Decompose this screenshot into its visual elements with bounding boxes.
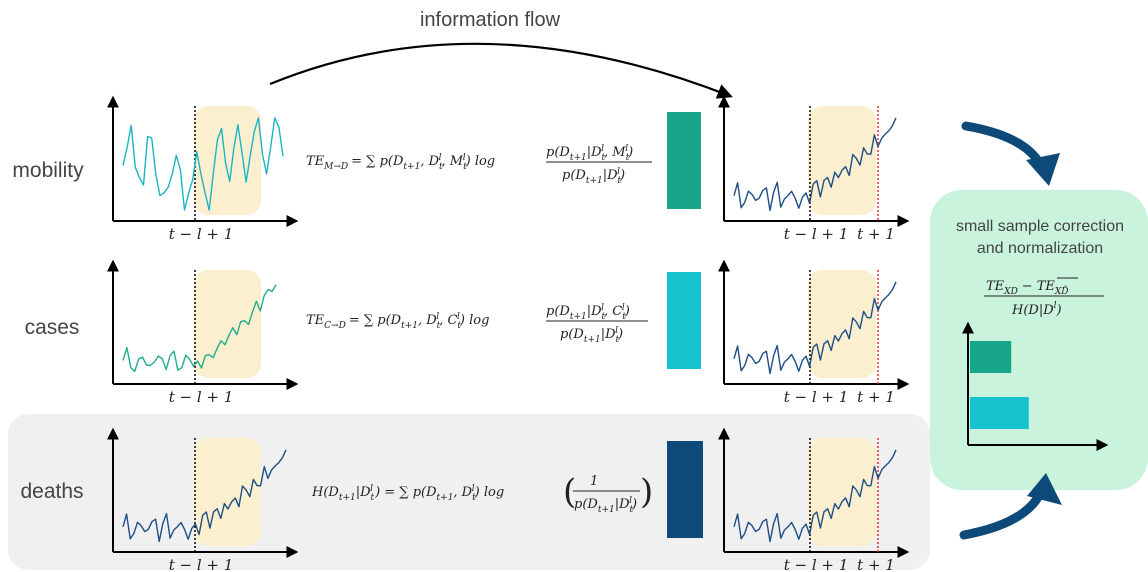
mobility-source-plot: t − l + 1 — [107, 95, 299, 243]
deaths-source-plot: t − l + 1 — [107, 427, 299, 572]
formula-entropy-deaths: H(Dt+1|Dtl) = ∑ p(Dt+1, Dtl) log ( 1 p(D… — [311, 472, 653, 515]
lag-window-highlight — [194, 438, 261, 546]
svg-text:p(Dt+1|Dtl): p(Dt+1|Dtl) — [562, 167, 625, 186]
arrow-down-to-correction — [961, 121, 1045, 169]
te-bar-cases — [667, 272, 701, 369]
normalized-bar-chart — [962, 321, 1109, 451]
svg-text:TEM→D= ∑ p(Dt+1, Dtl, Mtl) log: TEM→D = ∑ p(Dt+1, Dtl, Mtl) log — [306, 153, 495, 172]
deaths-target-plot-row1: t − l + 1 t + 1 — [718, 95, 910, 243]
tick-label-next: t + 1 — [857, 225, 895, 243]
svg-text:p(Dt+1|Dtl, Mtl): p(Dt+1|Dtl, Mtl) — [546, 144, 633, 163]
te-bar-mobility — [667, 112, 701, 209]
lag-window-highlight — [808, 106, 876, 215]
formula-te-cases: TEC→D = ∑ p(Dt+1, Dtl, Ctl) log p(Dt+1|Dt… — [306, 303, 648, 345]
correction-title-line1: small sample correction — [956, 218, 1124, 235]
normalization-formula: TEXD − TEXD̂ H(D|Dl) — [984, 277, 1104, 318]
svg-text:H(Dt+1|Dtl) = ∑ p(Dt+1, Dtl) l: H(Dt+1|Dtl) = ∑ p(Dt+1, Dtl) log — [311, 484, 504, 503]
arrow-up-head — [1027, 473, 1062, 505]
row-label-cases: cases — [25, 316, 80, 339]
tick-label-lag: t − l + 1 — [169, 388, 234, 406]
tick-label-next: t + 1 — [857, 556, 895, 572]
time-series-line — [122, 117, 284, 211]
svg-text:p(Dt+1|Dtl): p(Dt+1|Dtl) — [574, 496, 637, 515]
cases-source-plot: t − l + 1 — [107, 259, 299, 406]
information-flow-arrow — [269, 42, 733, 99]
lag-window-highlight — [808, 270, 876, 378]
svg-text:): ) — [640, 472, 653, 512]
svg-text:H(D|Dl): H(D|Dl) — [1011, 301, 1062, 318]
normalized-bar-cases — [970, 397, 1029, 429]
svg-text:TEC→D= ∑ p(Dt+1, Dtl, Ctl) log: TEC→D = ∑ p(Dt+1, Dtl, Ctl) log — [306, 312, 489, 331]
row-label-deaths: deaths — [20, 480, 83, 503]
formula-te-mobility: TEM→D = ∑ p(Dt+1, Dtl, Mtl) log p(Dt+1|Dt… — [306, 144, 652, 186]
svg-text:(: ( — [563, 472, 576, 512]
deaths-target-plot-row2: t − l + 1 t + 1 — [718, 259, 910, 406]
tick-label-lag: t − l + 1 — [169, 225, 234, 243]
time-series-line — [733, 449, 897, 543]
lag-window-highlight — [808, 438, 876, 546]
tick-label-lag: t − l + 1 — [784, 388, 849, 406]
time-series-line — [733, 281, 897, 375]
tick-label-next: t + 1 — [857, 388, 895, 406]
svg-text:p(Dt+1|Dtl, Ctl): p(Dt+1|Dtl, Ctl) — [546, 303, 630, 322]
time-series-line — [733, 117, 897, 212]
arrow-up-to-correction — [959, 489, 1045, 540]
time-series-line — [122, 449, 287, 543]
time-series-line — [122, 284, 277, 372]
tick-label-lag: t − l + 1 — [169, 556, 234, 572]
svg-text:p(Dt+1|Dtl): p(Dt+1|Dtl) — [560, 326, 623, 345]
deaths-target-plot-row3: t − l + 1 t + 1 — [718, 427, 910, 572]
svg-text:TEXD−TEXD̂: TEXD − TEXD̂ — [986, 279, 1069, 297]
svg-text:1: 1 — [590, 474, 598, 489]
normalized-bar-mobility — [970, 341, 1012, 373]
lag-window-highlight — [194, 106, 261, 215]
information-flow-label: information flow — [420, 9, 561, 31]
tick-label-lag: t − l + 1 — [784, 225, 849, 243]
arrow-down-head — [1026, 153, 1060, 186]
correction-title-line2: and normalization — [977, 240, 1103, 257]
row-label-mobility: mobility — [12, 159, 84, 182]
entropy-bar-deaths — [667, 441, 703, 538]
lag-window-highlight — [194, 270, 261, 378]
tick-label-lag: t − l + 1 — [784, 556, 849, 572]
